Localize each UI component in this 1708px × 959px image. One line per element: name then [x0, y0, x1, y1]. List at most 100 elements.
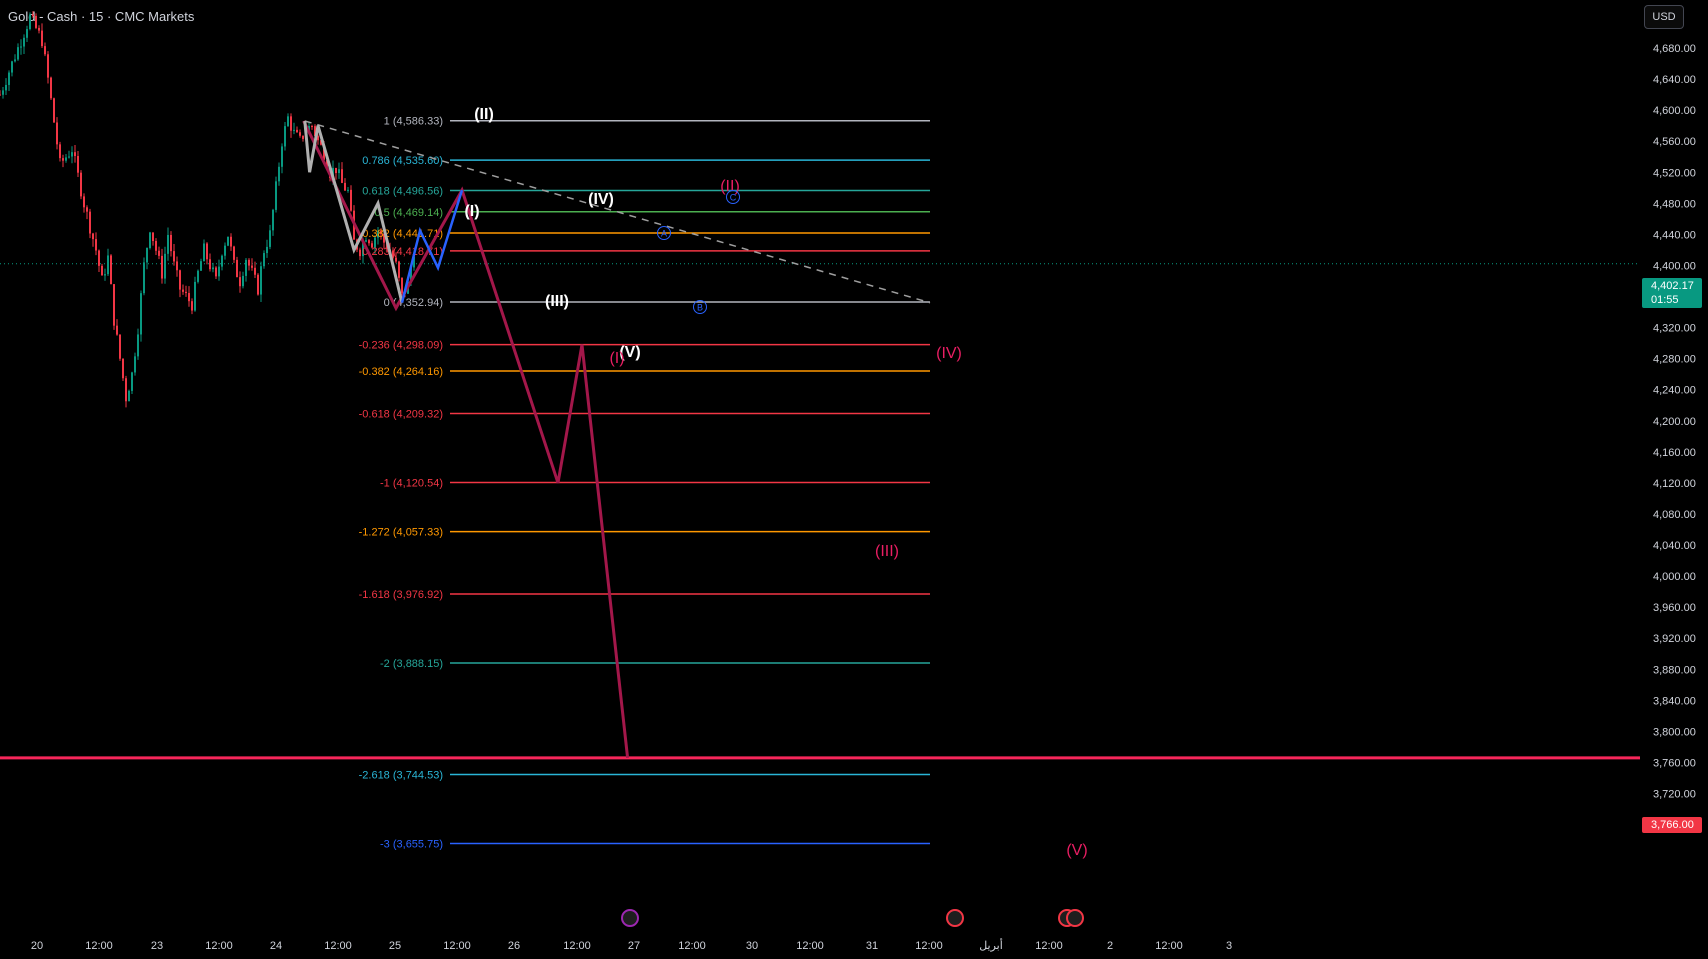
wave-correction-path[interactable]	[400, 189, 464, 304]
candle-body	[341, 169, 343, 183]
time-axis-tick: 12:00	[1035, 940, 1063, 952]
time-axis-tick: 31	[866, 940, 878, 952]
us-flag-event-icon[interactable]	[1066, 909, 1084, 927]
candle-body	[62, 158, 64, 161]
trendline[interactable]	[304, 120, 931, 304]
candle-body	[269, 230, 271, 247]
candle-body	[218, 266, 220, 277]
candle-body	[209, 259, 211, 270]
candle-body	[188, 293, 190, 302]
price-axis-tick: 3,840.00	[1653, 695, 1696, 707]
time-axis-tick: 24	[270, 940, 282, 952]
time-axis-tick: 12:00	[796, 940, 824, 952]
candle-body	[89, 211, 91, 234]
candle-body	[65, 157, 67, 161]
candle-body	[125, 378, 127, 402]
candle-countdown: 01:55	[1651, 294, 1679, 306]
candle-body	[374, 237, 376, 248]
fib-level-label: -1 (4,120.54)	[380, 477, 443, 489]
candle-body	[80, 172, 82, 197]
candle-body	[122, 358, 124, 379]
candle-body	[266, 246, 268, 254]
fib-level-label: -1.618 (3,976.92)	[359, 589, 443, 601]
fib-level-label: -0.618 (4,209.32)	[359, 409, 443, 421]
price-axis-tick: 3,800.00	[1653, 726, 1696, 738]
wave-label-blue-c: C	[730, 193, 737, 203]
candle-body	[95, 239, 97, 251]
candle-body	[401, 277, 403, 293]
time-axis-tick: 25	[389, 940, 401, 952]
wave-label-proj-4: (IV)	[936, 345, 962, 362]
time-axis-tick: أبريل	[979, 938, 1003, 952]
price-axis-tick: 4,520.00	[1653, 167, 1696, 179]
candle-body	[314, 126, 316, 137]
candle-body	[68, 156, 70, 158]
candle-body	[17, 47, 19, 60]
time-axis-tick: 27	[628, 940, 640, 952]
wave-impulse-path[interactable]	[303, 120, 404, 304]
fib-level-label: -2.618 (3,744.53)	[359, 770, 443, 782]
candle-body	[2, 90, 4, 95]
candle-body	[47, 54, 49, 78]
time-axis-tick: 12:00	[678, 940, 706, 952]
price-axis-tick: 4,080.00	[1653, 509, 1696, 521]
price-axis-tick: 3,960.00	[1653, 602, 1696, 614]
time-axis-tick: 2	[1107, 940, 1113, 952]
fib-level-label: -3 (3,655.75)	[380, 838, 443, 850]
candle-body	[263, 253, 265, 267]
candle-body	[377, 231, 379, 238]
candle-body	[149, 232, 151, 249]
candle-body	[14, 59, 16, 62]
lightning-event-icon[interactable]	[621, 909, 639, 927]
time-axis-tick: 12:00	[205, 940, 233, 952]
candle-body	[77, 156, 79, 173]
candle-body	[275, 181, 277, 210]
candle-body	[86, 207, 88, 212]
candle-body	[107, 255, 109, 275]
candle-body	[23, 37, 25, 47]
price-axis-tick: 3,720.00	[1653, 789, 1696, 801]
candle-body	[110, 255, 112, 285]
price-axis-tick: 4,160.00	[1653, 447, 1696, 459]
candle-body	[5, 84, 7, 91]
price-axis-tick: 4,320.00	[1653, 323, 1696, 335]
candle-body	[413, 256, 415, 268]
candle-body	[395, 257, 397, 262]
currency-button[interactable]: USD	[1644, 5, 1684, 29]
candle-body	[383, 233, 385, 243]
candle-body	[365, 240, 367, 242]
time-axis-tick: 23	[151, 940, 163, 952]
candle-body	[215, 267, 217, 277]
candle-body	[101, 265, 103, 276]
price-axis-tick: 4,480.00	[1653, 198, 1696, 210]
candle-body	[113, 284, 115, 326]
candle-body	[326, 159, 328, 170]
candle-body	[176, 261, 178, 271]
candle-body	[173, 251, 175, 262]
candle-body	[239, 277, 241, 287]
us-flag-event-icon[interactable]	[946, 909, 964, 927]
wave-label-white-4: (IV)	[588, 191, 614, 208]
candle-body	[251, 265, 253, 268]
candle-body	[236, 259, 238, 278]
wave-label-white-3: (III)	[545, 293, 569, 310]
time-axis-tick: 12:00	[85, 940, 113, 952]
wave-label-proj-5: (V)	[1066, 842, 1087, 859]
candle-body	[20, 46, 22, 48]
time-axis-tick: 26	[508, 940, 520, 952]
wave-projection-path[interactable]	[302, 120, 630, 758]
candle-body	[44, 46, 46, 55]
price-axis-tick: 4,600.00	[1653, 105, 1696, 117]
candle-body	[119, 334, 121, 359]
candle-body	[281, 146, 283, 167]
time-axis-tick: 12:00	[324, 940, 352, 952]
candle-body	[284, 126, 286, 147]
candle-body	[287, 116, 289, 127]
fib-level-label: -0.236 (4,298.09)	[359, 340, 443, 352]
time-axis-tick: 12:00	[443, 940, 471, 952]
candle-body	[152, 232, 154, 242]
candle-body	[317, 136, 319, 141]
candle-body	[140, 293, 142, 335]
fib-level-label: -0.382 (4,264.16)	[359, 366, 443, 378]
